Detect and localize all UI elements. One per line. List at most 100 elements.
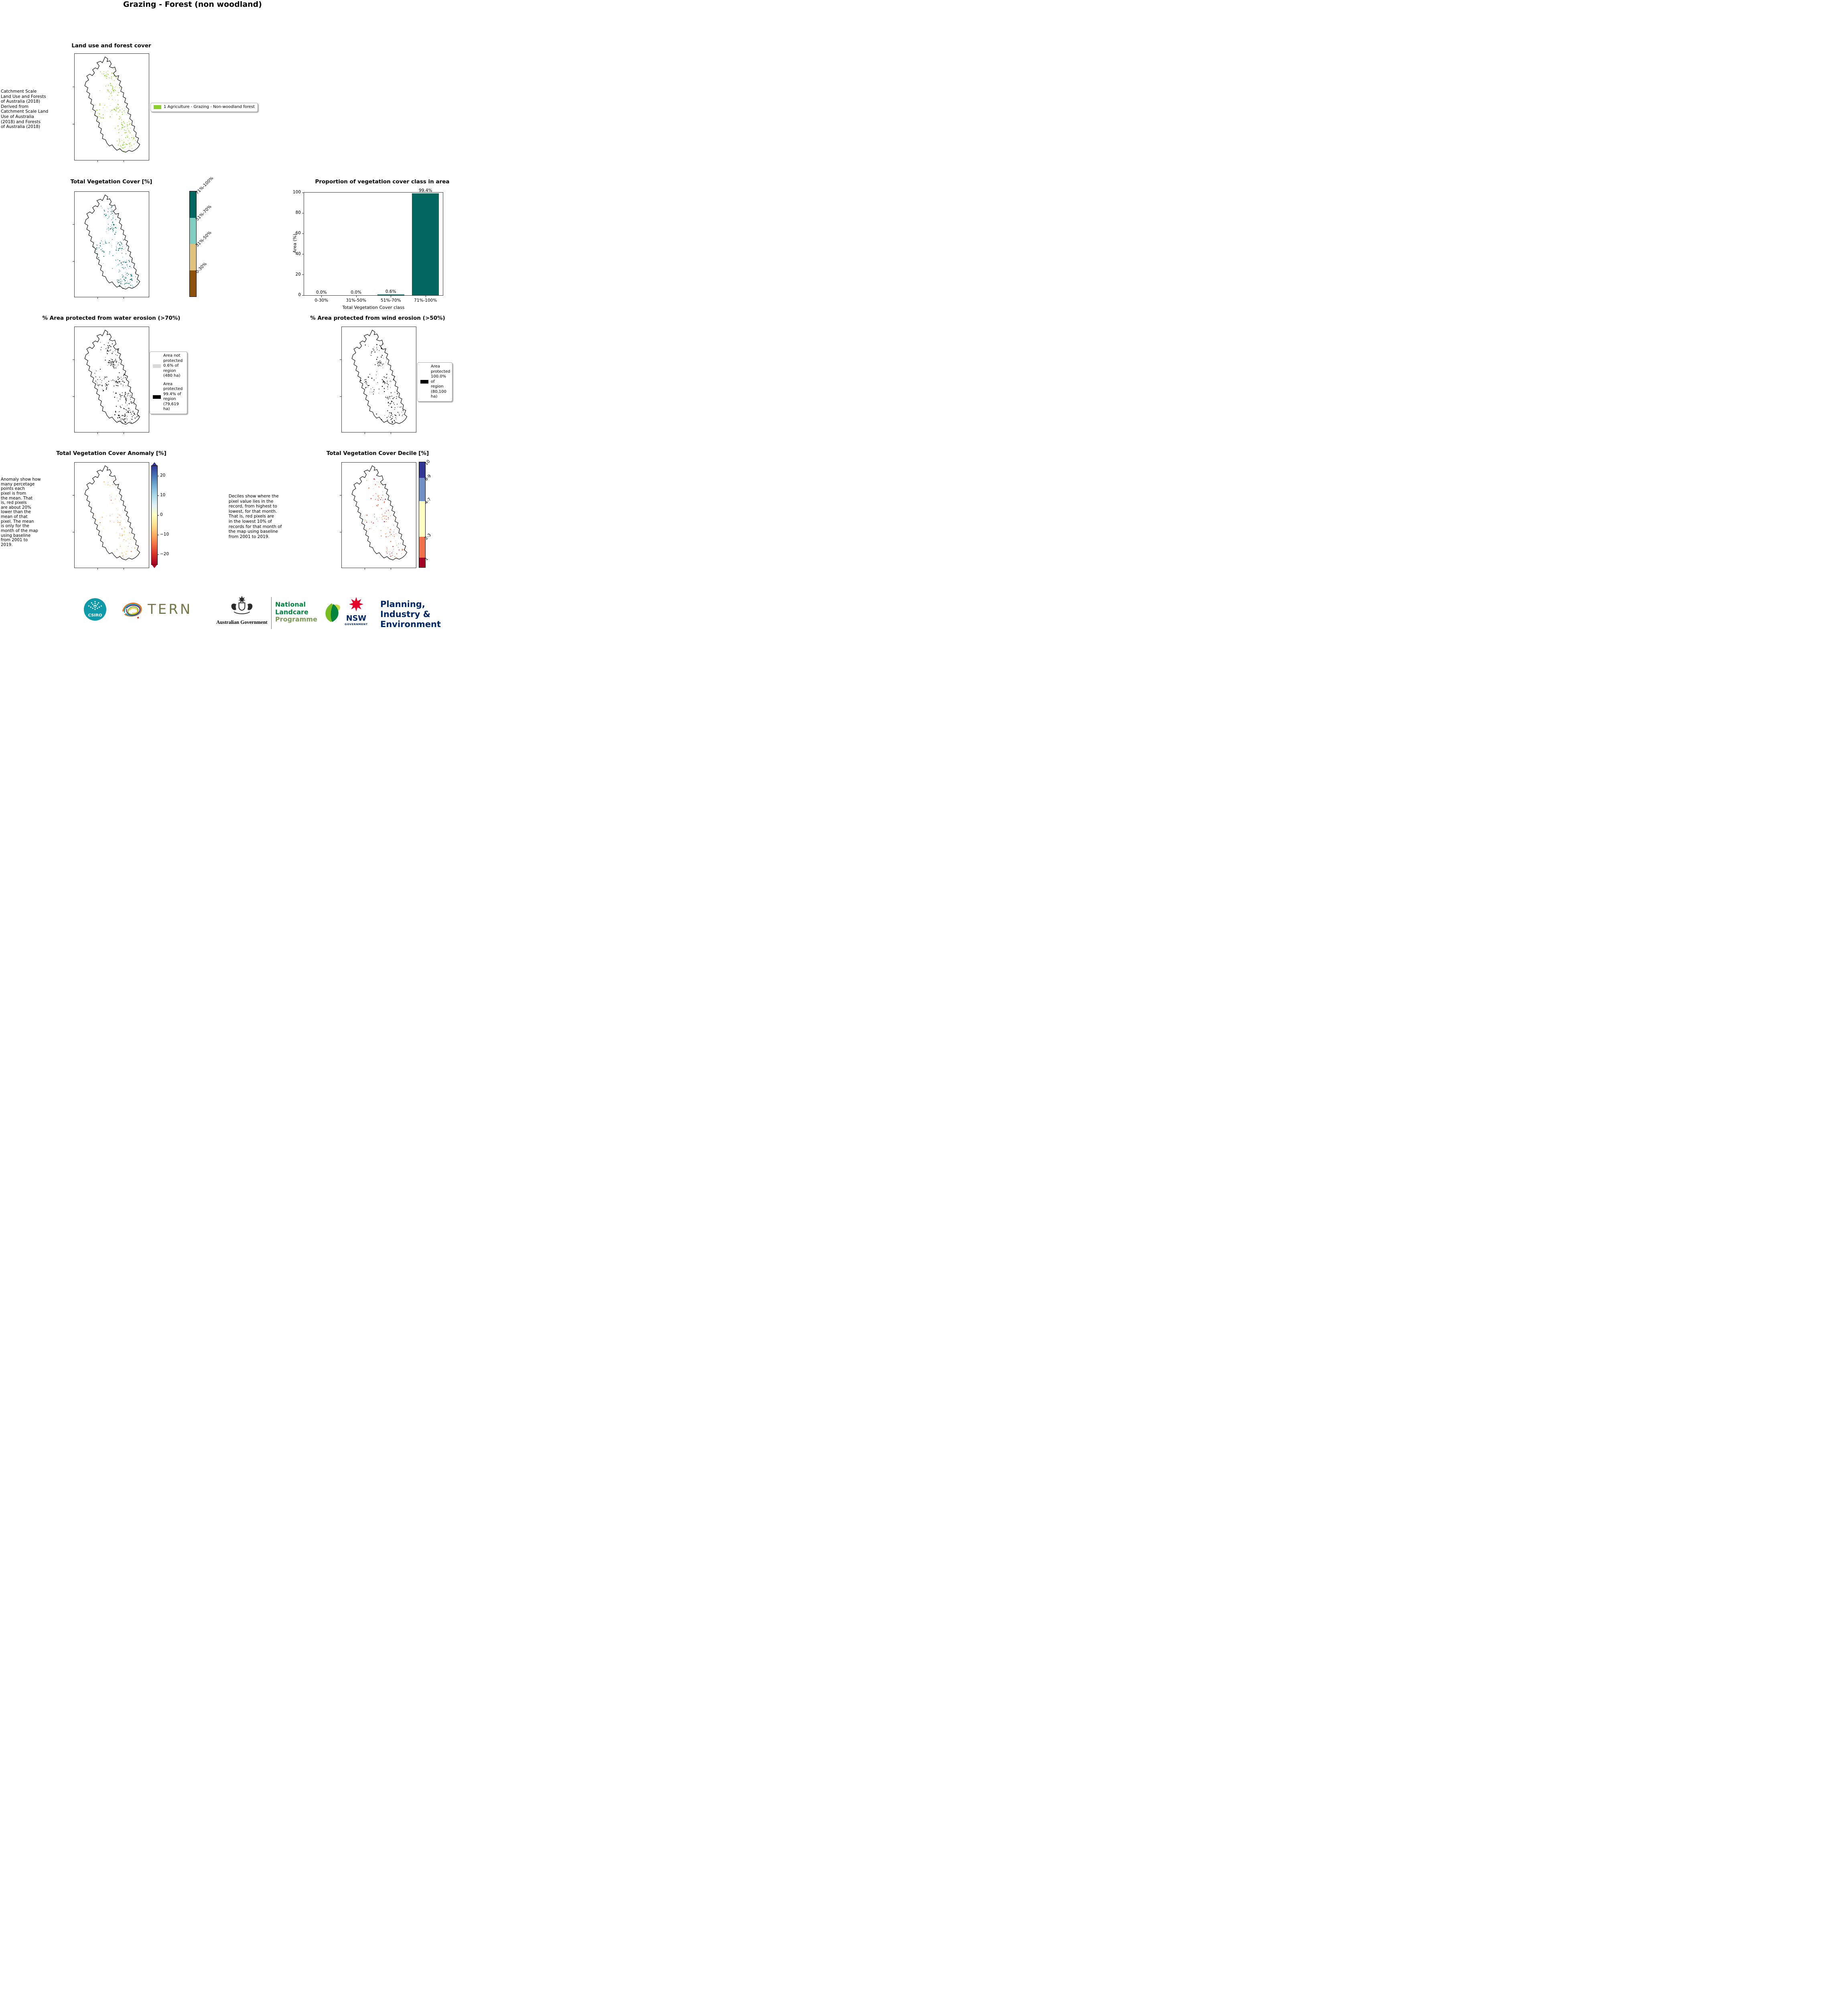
y-tick-label: 0 [298,292,301,297]
csiro-icon: CSIRO [83,598,107,621]
tvc-map-svg [84,194,140,290]
tvc-colorbar: 71%-100% 51%-70% 31%-50% 0-30% [189,176,214,297]
landcare-wordmark: National Landcare Programme [275,601,317,623]
wind-protected-swatch [420,380,428,384]
landcare-line: Landcare [275,608,308,616]
water-protected-swatch [153,395,161,399]
colorbar-arrow-down-icon [152,564,157,568]
landuse-title: Land use and forest cover [71,43,151,49]
coat-of-arms-icon [231,595,253,614]
y-tick-mark [302,295,304,296]
tern-wordmark: TERN [148,601,193,617]
landcare-leaf-icon [325,603,340,622]
bar-value-label: 0.0% [316,290,327,295]
decile-colorbar-segment-10 [419,462,425,478]
water-protected-label: Area protected 99.4% of region (79,619 h… [163,382,183,412]
anomaly-tick-mark [157,495,159,496]
landuse-map [73,53,149,162]
landuse-legend: 1 Agriculture - Grazing - Non-woodland f… [150,103,258,112]
tvc-title: Total Vegetation Cover [%] [70,179,152,185]
dpie-line: Industry & [380,609,430,619]
anomaly-colorbar: 20 10 0 −10 −20 [151,462,169,568]
axis-tick [73,359,74,360]
csiro-logo: CSIRO [83,598,107,623]
axis-tick [340,396,341,397]
csiro-wordmark: CSIRO [88,613,102,617]
anomaly-tick-label: 20 [160,473,166,478]
anomaly-tick-label: 10 [160,492,166,497]
water-map-svg [84,329,140,425]
x-tick-mark [321,295,322,297]
axis-tick [97,568,98,570]
decile-colorbar-segment-1 [419,558,425,567]
wind-map [340,327,416,434]
tvc-map [73,191,149,299]
anomaly-tick-label: −10 [160,532,169,537]
x-tick-label: 0-30% [314,298,329,303]
water-legend-item-protected: Area protected 99.4% of region (79,619 h… [153,382,184,412]
decile-colorbar-segment-2-3 [419,537,425,558]
dpie-line: Environment [380,619,441,629]
landuse-side-text: Catchment Scale Land Use and Forests of … [1,89,49,130]
wind-map-svg [351,329,408,425]
tern-logo: TERN [120,599,192,619]
y-tick-label: 100 [292,190,301,195]
tvc-colorbar-label: 51%-70% [195,204,213,222]
x-tick-label: 71%-100% [414,298,437,303]
colorbar-arrow-up-icon [152,462,157,466]
water-legend: Area not protected 0.6% of region (480 h… [150,351,187,414]
y-tick-mark [302,274,304,275]
wind-legend-item-protected: Area protected 100.0% of region (80,100 … [420,364,450,400]
y-tick-label: 40 [295,251,301,256]
bar-51%-70% [377,294,404,295]
y-tick-label: 80 [295,210,301,215]
axis-tick [340,359,341,360]
decile-map [340,462,416,570]
wind-legend: Area protected 100.0% of region (80,100 … [417,362,452,402]
tvc-colorbar-label: 31%-50% [195,230,213,248]
decile-title: Total Vegetation Cover Decile [%] [326,450,429,457]
anomaly-side-text: Anomaly show how many percetage points e… [1,477,41,547]
bar-value-label: 99.4% [419,188,432,193]
bar-value-label: 0.6% [385,289,396,294]
anomaly-tick-mark [157,515,159,516]
axis-tick [97,297,98,299]
tvc-colorbar-label: 0-30% [195,261,208,274]
axis-tick [97,160,98,162]
anomaly-title: Total Vegetation Cover Anomaly [%] [56,450,166,457]
footer-logos: CSIRO TERN Australian Gove [0,595,462,637]
decile-colorbar-segment-8-9 [419,478,425,501]
dpie-line: Planning, [380,599,425,609]
landuse-legend-swatch [154,105,161,110]
chart-xlabel: Total Vegetation Cover class [342,305,405,310]
bar-71%-100% [412,193,439,295]
tvc-colorbar-label: 71%-100% [195,176,215,195]
bar-value-label: 0.0% [351,290,362,295]
x-tick-label: 51%-70% [381,298,401,303]
page-title: Grazing - Forest (non woodland) [123,0,262,9]
x-tick-mark [356,295,357,297]
tvc-colorbar-segment-51-70 [190,217,196,244]
anomaly-map [73,462,149,570]
tvc-colorbar-segment-0-30 [190,270,196,296]
catchment-outline [84,465,140,560]
tvc-colorbar-segment-71-100 [190,191,196,218]
wind-protected-label: Area protected 100.0% of region (80,100 … [431,364,450,399]
landcare-line: National [275,601,306,609]
water-title: % Area protected from water erosion (>70… [42,315,181,321]
decile-map-svg [351,465,408,560]
tern-map-icon [122,603,142,619]
y-tick-label: 20 [295,272,301,277]
nsw-government-logo: NSW GOVERNMENT [343,596,369,626]
anomaly-tick-label: 0 [160,512,163,517]
anomaly-tick-label: −20 [160,552,169,557]
catchment-outline [84,194,140,290]
waratah-icon [349,597,363,611]
wind-title: % Area protected from wind erosion (>50%… [310,315,445,321]
landuse-legend-label: 1 Agriculture - Grazing - Non-woodland f… [164,105,255,109]
x-tick-label: 31%-50% [346,298,366,303]
australian-government-logo: Australian Government [212,595,272,625]
y-tick-mark [302,233,304,234]
landcare-line: Programme [275,615,317,623]
tvc-colorbar-segment-31-50 [190,244,196,270]
